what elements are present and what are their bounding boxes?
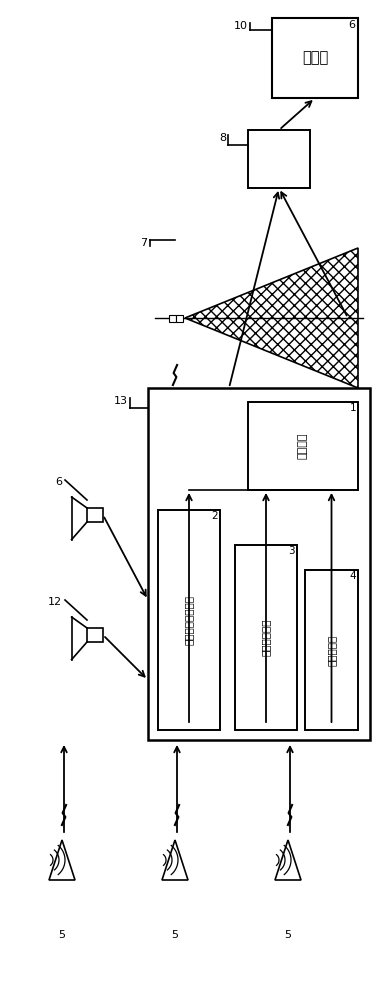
Text: 5: 5 <box>59 930 65 940</box>
Bar <box>148 388 370 740</box>
Text: 4: 4 <box>349 571 356 581</box>
Bar <box>169 314 176 322</box>
Text: 3: 3 <box>288 546 295 556</box>
Bar <box>272 18 358 98</box>
Text: 5: 5 <box>285 930 291 940</box>
Text: 微处理器: 微处理器 <box>298 433 308 459</box>
Bar <box>235 545 297 730</box>
Text: 三维电子罗盘: 三维电子罗盘 <box>261 619 271 656</box>
Text: 8: 8 <box>219 133 226 143</box>
Bar <box>158 510 220 730</box>
Text: 7: 7 <box>140 238 147 248</box>
Bar <box>248 402 358 490</box>
Text: 三维加速度传感器: 三维加速度传感器 <box>184 595 194 645</box>
Bar <box>248 130 310 188</box>
Bar <box>176 314 183 322</box>
Text: 6: 6 <box>55 477 62 487</box>
Text: 2: 2 <box>211 511 218 521</box>
Text: 10: 10 <box>234 21 248 31</box>
Bar <box>87 628 103 642</box>
Text: 电子陀螺仪: 电子陀螺仪 <box>327 634 336 666</box>
Text: 1: 1 <box>349 403 356 413</box>
Text: 5: 5 <box>172 930 178 940</box>
Bar <box>305 570 358 730</box>
Text: 13: 13 <box>114 396 128 406</box>
Text: 12: 12 <box>48 597 62 607</box>
Text: 上位机: 上位机 <box>302 50 328 66</box>
Bar <box>87 508 103 522</box>
Text: 6: 6 <box>348 20 355 30</box>
